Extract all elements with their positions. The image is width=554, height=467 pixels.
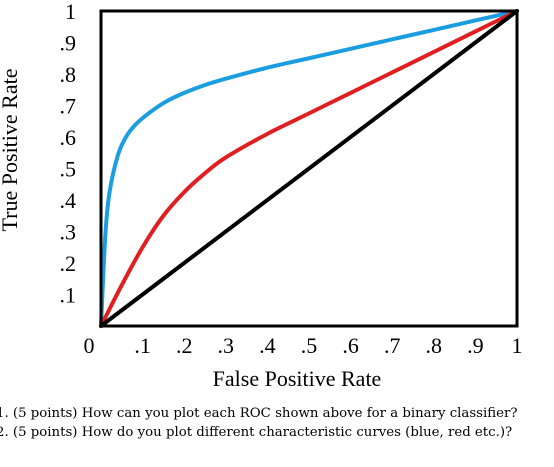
x-tick-label: .2 [176,333,193,358]
x-tick-label: .5 [301,333,318,358]
x-tick-label: .1 [134,333,151,358]
plot-frame [99,9,519,328]
y-tick-label: .7 [60,94,77,119]
question-2: 2. (5 points) How do you plot different … [0,425,513,440]
x-tick-label: .6 [342,333,359,358]
curves-layer [99,9,519,328]
red-roc-curve [99,9,519,328]
x-tick-label: .7 [384,333,401,358]
y-tick-label: .3 [60,220,77,245]
x-tick-label: 0 [84,333,95,358]
y-tick-label: .8 [60,62,77,87]
questions-block: 1. (5 points) How can you plot each ROC … [0,404,554,442]
y-tick-label: .4 [60,188,77,213]
y-tick-label: .6 [60,125,77,150]
y-axis-title: True Positive Rate [0,69,22,232]
x-axis-title: False Positive Rate [213,366,382,391]
diagonal-reference-line [99,9,519,328]
x-tick-label: .3 [218,333,235,358]
x-tick-label: .4 [259,333,276,358]
question-1: 1. (5 points) How can you plot each ROC … [0,406,518,421]
y-tick-label: .5 [60,157,77,182]
y-tick-labels: .1 .2 .3 .4 .5 .6 .7 .8 .9 1 [60,0,77,308]
blue-roc-curve [99,9,519,328]
y-tick-label: .2 [60,251,77,276]
x-tick-label: 1 [512,333,523,358]
x-tick-label: .9 [467,333,484,358]
x-tick-label: .8 [426,333,443,358]
x-tick-labels: 0 .1 .2 .3 .4 .5 .6 .7 .8 .9 1 [84,333,523,358]
y-tick-label: 1 [65,0,76,24]
roc-chart: 0 .1 .2 .3 .4 .5 .6 .7 .8 .9 1 .1 .2 .3 .4 .5 .6 .7 .8 .9 1… [0,0,523,391]
y-tick-label: .9 [60,31,77,56]
y-tick-label: .1 [60,283,77,308]
